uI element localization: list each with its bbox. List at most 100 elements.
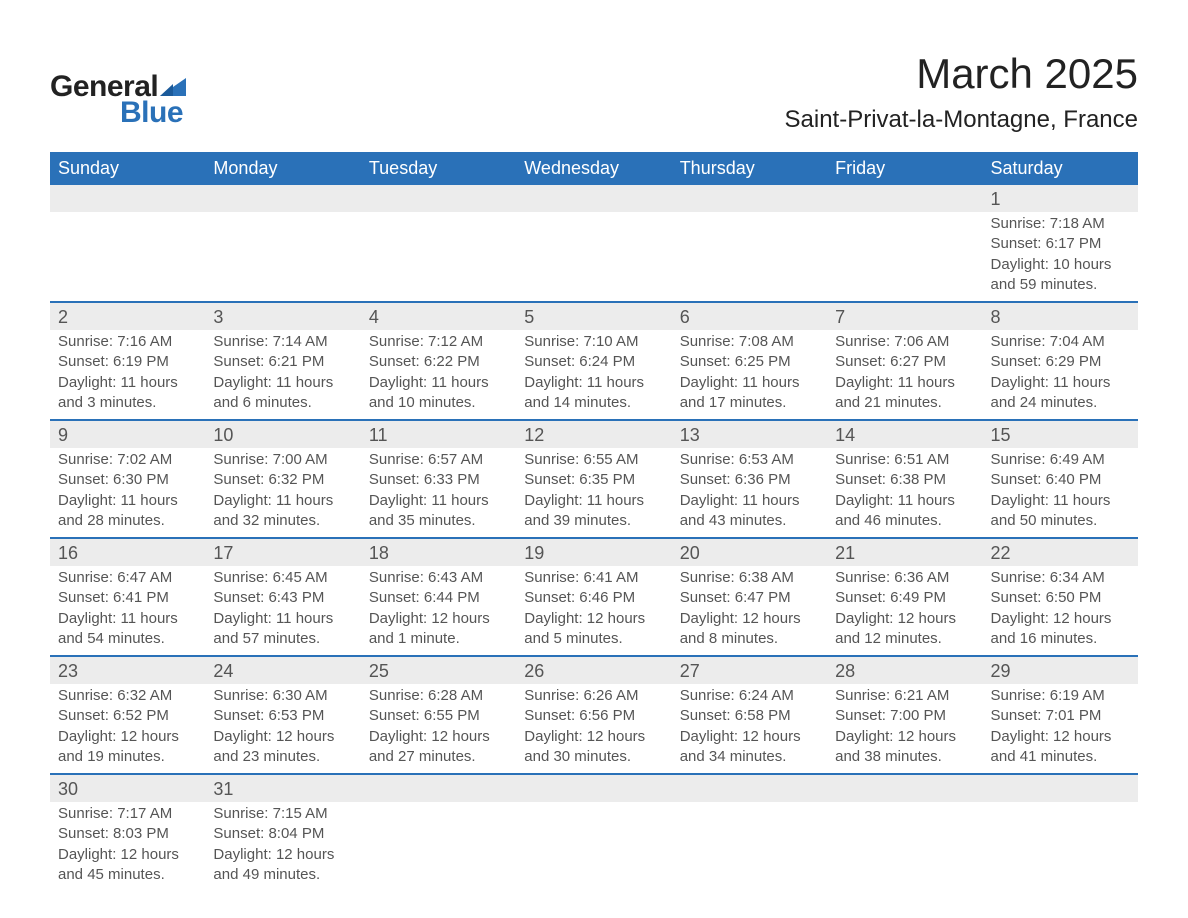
day-detail-cell (827, 212, 982, 302)
day-d2: and 8 minutes. (680, 629, 819, 649)
day-detail: Sunrise: 7:04 AMSunset: 6:29 PMDaylight:… (991, 332, 1130, 413)
day-d1: Daylight: 11 hours (835, 373, 974, 393)
day-ss: Sunset: 6:17 PM (991, 234, 1130, 254)
day-detail: Sunrise: 6:51 AMSunset: 6:38 PMDaylight:… (835, 450, 974, 531)
day-d1: Daylight: 12 hours (524, 609, 663, 629)
day-d1: Daylight: 12 hours (524, 727, 663, 747)
day-sr: Sunrise: 6:57 AM (369, 450, 508, 470)
day-number-cell: 8 (983, 302, 1138, 330)
day-d1: Daylight: 12 hours (213, 845, 352, 865)
day-sr: Sunrise: 7:10 AM (524, 332, 663, 352)
day-detail-cell: Sunrise: 7:00 AMSunset: 6:32 PMDaylight:… (205, 448, 360, 538)
day-ss: Sunset: 6:53 PM (213, 706, 352, 726)
day-number-cell (827, 774, 982, 802)
day-ss: Sunset: 6:32 PM (213, 470, 352, 490)
week-detail-row: Sunrise: 6:32 AMSunset: 6:52 PMDaylight:… (50, 684, 1138, 774)
day-d1: Daylight: 11 hours (369, 373, 508, 393)
page-header: General Blue March 2025 Saint-Privat-la-… (50, 50, 1138, 134)
day-detail: Sunrise: 6:47 AMSunset: 6:41 PMDaylight:… (58, 568, 197, 649)
day-d1: Daylight: 12 hours (58, 727, 197, 747)
day-detail: Sunrise: 6:49 AMSunset: 6:40 PMDaylight:… (991, 450, 1130, 531)
day-d2: and 6 minutes. (213, 393, 352, 413)
day-d1: Daylight: 11 hours (680, 491, 819, 511)
day-detail-cell: Sunrise: 6:45 AMSunset: 6:43 PMDaylight:… (205, 566, 360, 656)
day-d2: and 57 minutes. (213, 629, 352, 649)
day-detail-cell (361, 212, 516, 302)
day-number-cell (361, 774, 516, 802)
day-d2: and 38 minutes. (835, 747, 974, 767)
day-detail-cell: Sunrise: 6:30 AMSunset: 6:53 PMDaylight:… (205, 684, 360, 774)
day-number: 20 (672, 539, 827, 566)
day-number: 2 (50, 303, 205, 330)
day-detail-cell: Sunrise: 6:28 AMSunset: 6:55 PMDaylight:… (361, 684, 516, 774)
day-sr: Sunrise: 7:18 AM (991, 214, 1130, 234)
day-d1: Daylight: 10 hours (991, 255, 1130, 275)
day-d2: and 23 minutes. (213, 747, 352, 767)
day-sr: Sunrise: 6:30 AM (213, 686, 352, 706)
day-ss: Sunset: 6:36 PM (680, 470, 819, 490)
day-detail-cell (672, 802, 827, 891)
day-d1: Daylight: 12 hours (369, 609, 508, 629)
day-detail: Sunrise: 6:45 AMSunset: 6:43 PMDaylight:… (213, 568, 352, 649)
day-number: 10 (205, 421, 360, 448)
day-detail-cell: Sunrise: 7:10 AMSunset: 6:24 PMDaylight:… (516, 330, 671, 420)
day-number-cell: 29 (983, 656, 1138, 684)
day-detail-cell: Sunrise: 6:34 AMSunset: 6:50 PMDaylight:… (983, 566, 1138, 656)
day-d2: and 16 minutes. (991, 629, 1130, 649)
day-detail-cell: Sunrise: 7:15 AMSunset: 8:04 PMDaylight:… (205, 802, 360, 891)
day-d1: Daylight: 11 hours (680, 373, 819, 393)
day-detail-cell: Sunrise: 7:16 AMSunset: 6:19 PMDaylight:… (50, 330, 205, 420)
day-ss: Sunset: 7:01 PM (991, 706, 1130, 726)
day-detail: Sunrise: 7:18 AMSunset: 6:17 PMDaylight:… (991, 214, 1130, 295)
day-detail-cell: Sunrise: 7:04 AMSunset: 6:29 PMDaylight:… (983, 330, 1138, 420)
day-sr: Sunrise: 6:19 AM (991, 686, 1130, 706)
brand-logo: General Blue (50, 70, 186, 130)
day-d2: and 5 minutes. (524, 629, 663, 649)
day-detail-cell (983, 802, 1138, 891)
day-detail-cell: Sunrise: 6:38 AMSunset: 6:47 PMDaylight:… (672, 566, 827, 656)
day-detail: Sunrise: 7:10 AMSunset: 6:24 PMDaylight:… (524, 332, 663, 413)
day-number: 22 (983, 539, 1138, 566)
weekday-header: Wednesday (516, 152, 671, 185)
day-detail-cell: Sunrise: 6:53 AMSunset: 6:36 PMDaylight:… (672, 448, 827, 538)
day-d2: and 1 minute. (369, 629, 508, 649)
day-d2: and 35 minutes. (369, 511, 508, 531)
day-number-cell: 26 (516, 656, 671, 684)
day-number: 14 (827, 421, 982, 448)
day-d1: Daylight: 12 hours (991, 727, 1130, 747)
week-daynum-row: 16171819202122 (50, 538, 1138, 566)
day-detail: Sunrise: 6:53 AMSunset: 6:36 PMDaylight:… (680, 450, 819, 531)
day-d2: and 34 minutes. (680, 747, 819, 767)
day-sr: Sunrise: 7:15 AM (213, 804, 352, 824)
day-d2: and 46 minutes. (835, 511, 974, 531)
day-number: 31 (205, 775, 360, 802)
day-d2: and 10 minutes. (369, 393, 508, 413)
weekday-header-row: Sunday Monday Tuesday Wednesday Thursday… (50, 152, 1138, 185)
day-number: 8 (983, 303, 1138, 330)
day-number-cell: 3 (205, 302, 360, 330)
day-d2: and 14 minutes. (524, 393, 663, 413)
day-sr: Sunrise: 7:16 AM (58, 332, 197, 352)
day-detail-cell: Sunrise: 6:36 AMSunset: 6:49 PMDaylight:… (827, 566, 982, 656)
day-number: 9 (50, 421, 205, 448)
day-number-cell: 13 (672, 420, 827, 448)
day-number-cell: 23 (50, 656, 205, 684)
day-d2: and 3 minutes. (58, 393, 197, 413)
week-detail-row: Sunrise: 7:02 AMSunset: 6:30 PMDaylight:… (50, 448, 1138, 538)
weekday-header: Sunday (50, 152, 205, 185)
day-detail-cell: Sunrise: 6:43 AMSunset: 6:44 PMDaylight:… (361, 566, 516, 656)
day-number: 12 (516, 421, 671, 448)
day-detail-cell (672, 212, 827, 302)
weekday-header: Thursday (672, 152, 827, 185)
day-ss: Sunset: 6:33 PM (369, 470, 508, 490)
day-d1: Daylight: 11 hours (524, 373, 663, 393)
day-number: 18 (361, 539, 516, 566)
day-d1: Daylight: 11 hours (58, 373, 197, 393)
day-ss: Sunset: 6:27 PM (835, 352, 974, 372)
day-detail: Sunrise: 7:17 AMSunset: 8:03 PMDaylight:… (58, 804, 197, 885)
day-number: 28 (827, 657, 982, 684)
day-number: 19 (516, 539, 671, 566)
day-number-cell (672, 774, 827, 802)
day-ss: Sunset: 6:49 PM (835, 588, 974, 608)
day-number: 13 (672, 421, 827, 448)
